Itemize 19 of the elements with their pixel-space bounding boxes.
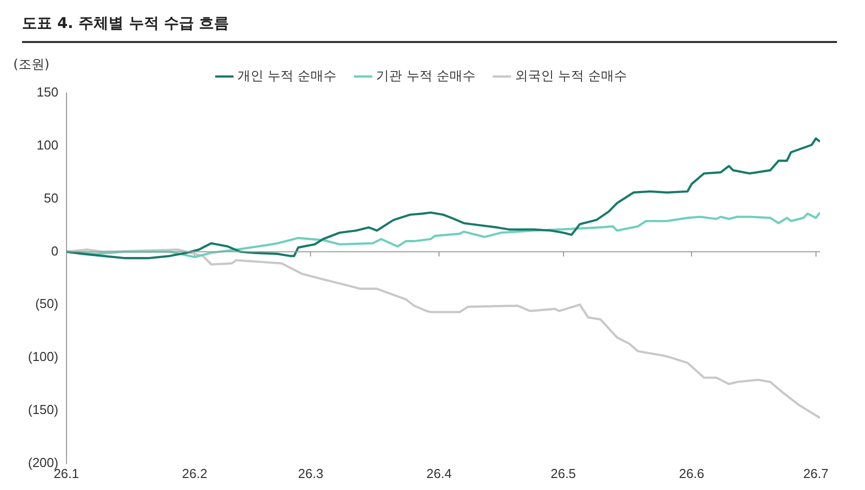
- y-tick-label: 100: [36, 137, 58, 152]
- y-tick-label: 150: [36, 84, 58, 100]
- y-tick-label: (50): [35, 296, 58, 312]
- y-tick-label: 50: [44, 190, 58, 206]
- y-tick-label: 0: [51, 243, 58, 258]
- y-axis-title: (조원): [13, 57, 50, 72]
- legend-label: 기관 누적 순매수: [376, 68, 476, 84]
- x-tick-label: 26.2: [182, 466, 208, 481]
- x-tick-label: 26.3: [298, 466, 324, 481]
- x-tick-label: 26.6: [678, 466, 704, 481]
- legend-label: 개인 누적 순매수: [237, 68, 337, 84]
- y-tick-label: (200): [28, 454, 58, 470]
- legend-label: 외국인 누적 순매수: [514, 68, 628, 84]
- x-tick-label: 26.5: [550, 466, 576, 481]
- x-tick-label: 26.7: [803, 466, 829, 481]
- y-tick-label: (100): [28, 349, 58, 364]
- chart-title: 도표 4. 주체별 누적 수급 흐름: [22, 14, 837, 43]
- y-tick-label: (150): [28, 402, 58, 418]
- x-tick-label: 26.4: [426, 466, 452, 481]
